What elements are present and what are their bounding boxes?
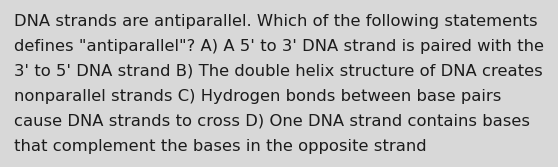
Text: 3' to 5' DNA strand B) The double helix structure of DNA creates: 3' to 5' DNA strand B) The double helix …	[14, 64, 543, 79]
Text: nonparallel strands C) Hydrogen bonds between base pairs: nonparallel strands C) Hydrogen bonds be…	[14, 89, 502, 104]
Text: DNA strands are antiparallel. Which of the following statements: DNA strands are antiparallel. Which of t…	[14, 14, 537, 29]
Text: defines "antiparallel"? A) A 5' to 3' DNA strand is paired with the: defines "antiparallel"? A) A 5' to 3' DN…	[14, 39, 544, 54]
Text: cause DNA strands to cross D) One DNA strand contains bases: cause DNA strands to cross D) One DNA st…	[14, 114, 530, 129]
Text: that complement the bases in the opposite strand: that complement the bases in the opposit…	[14, 139, 427, 154]
